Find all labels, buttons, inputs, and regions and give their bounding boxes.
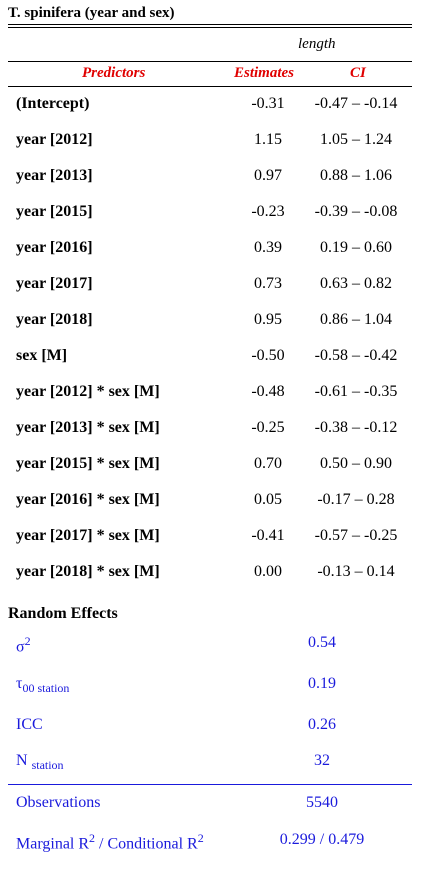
ci-value: 0.63 – 0.82: [308, 275, 404, 293]
predictor-label: year [2016]: [16, 239, 93, 257]
predictor-label: year [2015] * sex [M]: [16, 455, 160, 473]
ci-header: CI: [350, 65, 366, 82]
table-row: year [2016] 0.39 0.19 – 0.60: [0, 239, 429, 263]
predictor-label: year [2012] * sex [M]: [16, 383, 160, 401]
tau00-label: τ00 station: [16, 675, 69, 696]
observations-value: 5540: [250, 794, 394, 812]
predictor-label: sex [M]: [16, 347, 67, 365]
estimate-value: 0.70: [243, 455, 293, 473]
estimate-value: 0.00: [243, 563, 293, 581]
table-row: year [2015] * sex [M] 0.70 0.50 – 0.90: [0, 455, 429, 479]
estimate-value: 0.95: [243, 311, 293, 329]
n-station-label: N station: [16, 752, 64, 773]
header-rule: [8, 61, 412, 62]
icc-value: 0.26: [250, 716, 394, 734]
estimate-value: -0.31: [243, 95, 293, 113]
ci-value: -0.17 – 0.28: [308, 491, 404, 509]
stats-rule: [8, 784, 412, 785]
estimate-value: 0.73: [243, 275, 293, 293]
table-row: year [2018] * sex [M] 0.00 -0.13 – 0.14: [0, 563, 429, 587]
ci-value: -0.61 – -0.35: [308, 383, 404, 401]
ci-value: -0.47 – -0.14: [308, 95, 404, 113]
table-row: year [2013] * sex [M] -0.25 -0.38 – -0.12: [0, 419, 429, 443]
ci-value: 0.19 – 0.60: [308, 239, 404, 257]
table-row: year [2012] * sex [M] -0.48 -0.61 – -0.35: [0, 383, 429, 407]
ci-value: -0.39 – -0.08: [308, 203, 404, 221]
table-row: year [2016] * sex [M] 0.05 -0.17 – 0.28: [0, 491, 429, 515]
table-title: T. spinifera (year and sex): [8, 5, 175, 22]
title-rule-bottom: [8, 27, 412, 28]
predictor-label: year [2012]: [16, 131, 93, 149]
estimate-value: 0.39: [243, 239, 293, 257]
predictor-label: (Intercept): [16, 95, 89, 113]
sigma2-value: 0.54: [250, 634, 394, 652]
table-row: year [2013] 0.97 0.88 – 1.06: [0, 167, 429, 191]
ci-value: -0.13 – 0.14: [308, 563, 404, 581]
title-rule-top: [8, 24, 412, 25]
estimate-value: -0.41: [243, 527, 293, 545]
n-station-value: 32: [250, 752, 394, 770]
ci-value: 0.50 – 0.90: [308, 455, 404, 473]
table-row: year [2018] 0.95 0.86 – 1.04: [0, 311, 429, 335]
estimate-value: -0.25: [243, 419, 293, 437]
ci-value: -0.58 – -0.42: [308, 347, 404, 365]
predictor-label: year [2013]: [16, 167, 93, 185]
ci-value: -0.57 – -0.25: [308, 527, 404, 545]
observations-label: Observations: [16, 794, 100, 812]
random-effects-heading: Random Effects: [8, 605, 118, 623]
estimate-value: 1.15: [243, 131, 293, 149]
ci-value: 1.05 – 1.24: [308, 131, 404, 149]
estimates-header: Estimates: [234, 65, 294, 82]
table-row: year [2017] * sex [M] -0.41 -0.57 – -0.25: [0, 527, 429, 551]
sigma2-label: σ2: [16, 634, 31, 656]
ci-value: 0.88 – 1.06: [308, 167, 404, 185]
column-header-rule: [8, 86, 412, 87]
estimate-value: -0.48: [243, 383, 293, 401]
r2-value: 0.299 / 0.479: [222, 831, 422, 849]
table-row: sex [M] -0.50 -0.58 – -0.42: [0, 347, 429, 371]
predictor-label: year [2017] * sex [M]: [16, 527, 160, 545]
table-row: year [2017] 0.73 0.63 – 0.82: [0, 275, 429, 299]
table-row: (Intercept) -0.31 -0.47 – -0.14: [0, 95, 429, 119]
ci-value: 0.86 – 1.04: [308, 311, 404, 329]
predictor-label: year [2016] * sex [M]: [16, 491, 160, 509]
estimate-value: 0.05: [243, 491, 293, 509]
predictor-label: year [2017]: [16, 275, 93, 293]
table-row: year [2012] 1.15 1.05 – 1.24: [0, 131, 429, 155]
predictor-label: year [2018] * sex [M]: [16, 563, 160, 581]
predictors-header: Predictors: [82, 65, 145, 82]
icc-label: ICC: [16, 716, 43, 734]
predictor-label: year [2018]: [16, 311, 93, 329]
estimate-value: 0.97: [243, 167, 293, 185]
estimate-value: -0.50: [243, 347, 293, 365]
table-row: year [2015] -0.23 -0.39 – -0.08: [0, 203, 429, 227]
dependent-variable-label: length: [298, 36, 336, 53]
ci-value: -0.38 – -0.12: [308, 419, 404, 437]
predictor-label: year [2015]: [16, 203, 93, 221]
r2-label: Marginal R2 / Conditional R2: [16, 831, 204, 853]
estimate-value: -0.23: [243, 203, 293, 221]
tau00-value: 0.19: [250, 675, 394, 693]
predictor-label: year [2013] * sex [M]: [16, 419, 160, 437]
